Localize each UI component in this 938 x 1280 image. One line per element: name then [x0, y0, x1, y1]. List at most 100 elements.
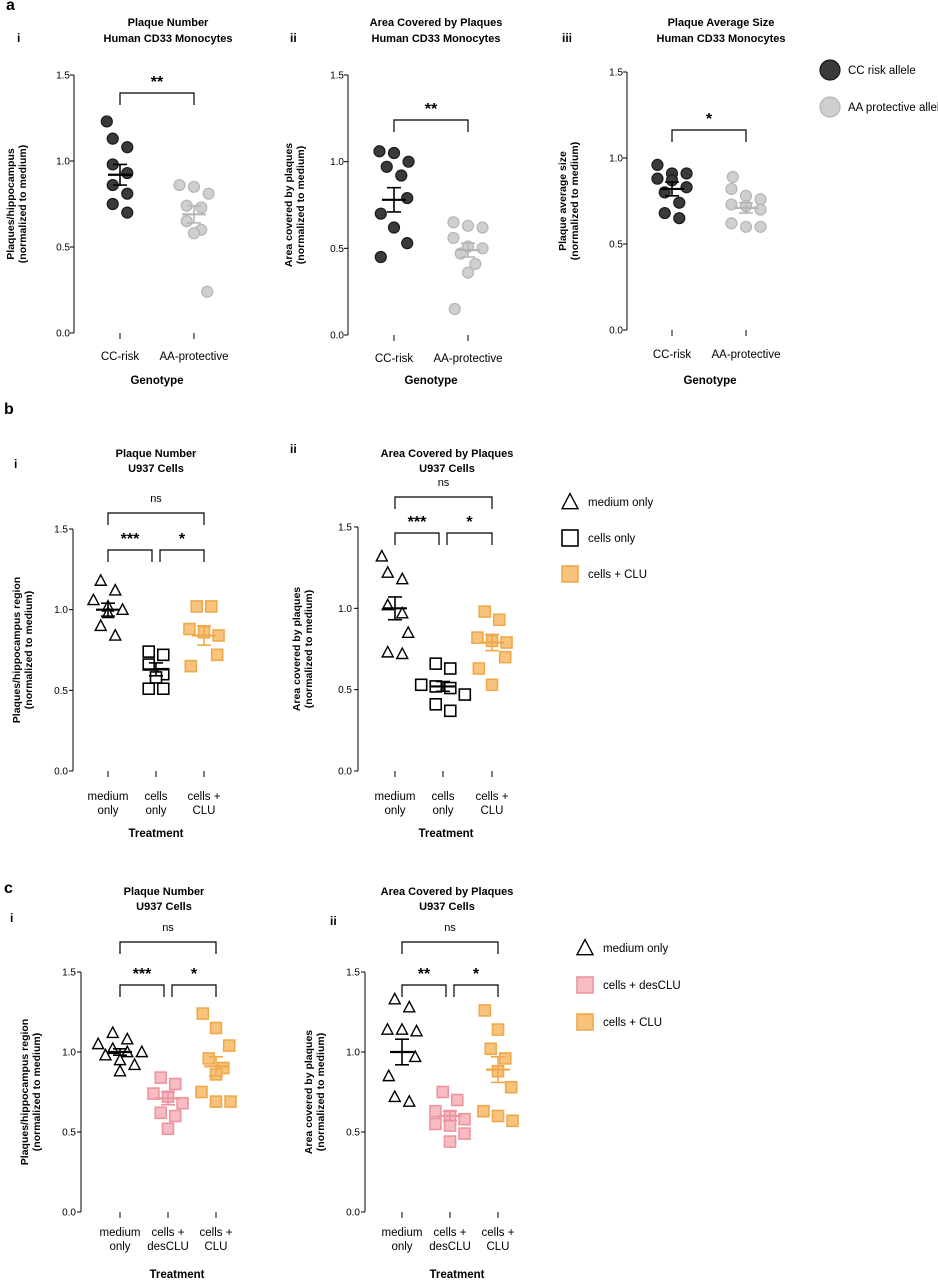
data-point [754, 193, 767, 206]
data-point [476, 242, 489, 255]
data-point [121, 187, 134, 200]
data-point [209, 1021, 223, 1035]
data-point [491, 1109, 505, 1123]
data-point [154, 1106, 168, 1120]
data-point [506, 1114, 519, 1128]
data-point [381, 565, 395, 578]
x-category-label: only [384, 805, 405, 817]
legend-marker [561, 529, 579, 547]
chart-title-line: Area Covered by Plaques [370, 17, 503, 29]
data-point [86, 592, 101, 606]
y-tick-label: 0.0 [62, 1208, 76, 1219]
data-point [108, 583, 122, 596]
data-point [658, 206, 671, 220]
data-point [443, 1119, 457, 1132]
x-category-label: AA-protective [711, 349, 780, 361]
y-tick-label: 1.5 [346, 968, 360, 979]
data-point [395, 605, 409, 619]
y-axis-label: (normalized to medium) [303, 590, 315, 708]
data-point [395, 1022, 409, 1035]
x-category-label: cells [144, 791, 167, 803]
x-category-label: medium [382, 1227, 423, 1239]
sublabel-c-i: i [10, 911, 13, 925]
x-category-label: only [391, 1241, 412, 1253]
y-axis-label: Area covered by plaques [291, 587, 303, 711]
y-tick-label: 1.5 [54, 525, 68, 536]
data-point [754, 220, 767, 233]
data-point [373, 145, 386, 158]
data-point [478, 605, 492, 618]
data-point [450, 1093, 464, 1107]
data-point [135, 1044, 149, 1058]
chart-title-line: Plaque Number [124, 886, 205, 898]
y-axis-label: Plaques/hippocampus region [19, 1019, 31, 1165]
legend-marker [560, 492, 580, 510]
y-axis-label: Plaque average size [557, 151, 569, 251]
legend-label: cells + desCLU [603, 980, 681, 992]
significance-bracket [119, 984, 165, 997]
data-point [106, 197, 119, 211]
data-point [443, 662, 457, 675]
data-point [471, 631, 484, 644]
data-point [216, 1061, 230, 1075]
data-point [498, 650, 512, 664]
x-axis-title: Treatment [430, 1269, 485, 1280]
legend-treatment-c: medium only cells + desCLU cells + CLU [575, 938, 681, 1031]
significance-bracket [671, 129, 747, 142]
significance-label: * [179, 531, 186, 548]
data-point [224, 1095, 237, 1108]
y-tick-label: 1.5 [62, 968, 76, 979]
y-axis-label: (normalized to medium) [315, 1033, 327, 1151]
x-category-label: cells + [200, 1227, 233, 1239]
data-point [461, 266, 475, 279]
data-point [196, 1007, 210, 1020]
x-category-label: only [97, 805, 118, 817]
chart-area-covered-u937-b: ii Area Covered by Plaques U937 Cells 0.0 0.… [290, 442, 513, 840]
legend-label: medium only [603, 943, 668, 955]
x-category-label: AA-protective [159, 351, 228, 363]
significance-bracket [401, 984, 447, 997]
y-tick-label: 1.5 [609, 68, 623, 79]
x-category-label: cells + [482, 1227, 515, 1239]
data-point [106, 1025, 120, 1039]
x-category-label: only [432, 805, 453, 817]
sublabel-a-ii: ii [290, 31, 297, 45]
data-point [725, 217, 738, 230]
data-point [183, 622, 196, 636]
sublabel-b-i: i [14, 457, 17, 471]
data-point [168, 1109, 182, 1123]
y-tick-label: 0.0 [56, 329, 70, 340]
data-point [184, 659, 198, 673]
data-point [120, 1031, 134, 1045]
data-point [108, 628, 122, 641]
significance-label: ns [162, 922, 174, 934]
data-point [381, 597, 395, 611]
data-point [142, 645, 156, 658]
data-point [121, 166, 134, 180]
data-point [380, 160, 393, 173]
significance-label: * [466, 514, 473, 531]
significance-label: *** [121, 531, 140, 548]
data-point [91, 1036, 105, 1050]
significance-label: *** [133, 966, 152, 983]
data-point [484, 1042, 498, 1056]
data-point [195, 1085, 208, 1099]
data-point [447, 231, 460, 245]
x-category-label: CLU [486, 1241, 509, 1253]
significance-bracket [119, 92, 195, 105]
data-point [187, 227, 201, 240]
significance-label: ns [438, 477, 450, 489]
sublabel-c-ii: ii [330, 914, 337, 928]
legend-label: CC risk allele [848, 65, 916, 77]
sublabel-a-i: i [17, 31, 20, 45]
data-point [402, 1094, 416, 1107]
significance-label: ns [444, 922, 456, 934]
data-point [195, 201, 208, 214]
data-point [180, 215, 193, 228]
y-axis-label: Plaques/hippocampus region [11, 577, 23, 723]
data-point [725, 182, 738, 196]
data-point [402, 155, 415, 168]
y-axis-label: (normalized to medium) [569, 142, 581, 260]
chart-plaque-number-u937-c: i Plaque Number U937 Cells 0.0 0.5 1.0 1.5 Plaq… [10, 886, 237, 1280]
data-point [388, 991, 402, 1005]
